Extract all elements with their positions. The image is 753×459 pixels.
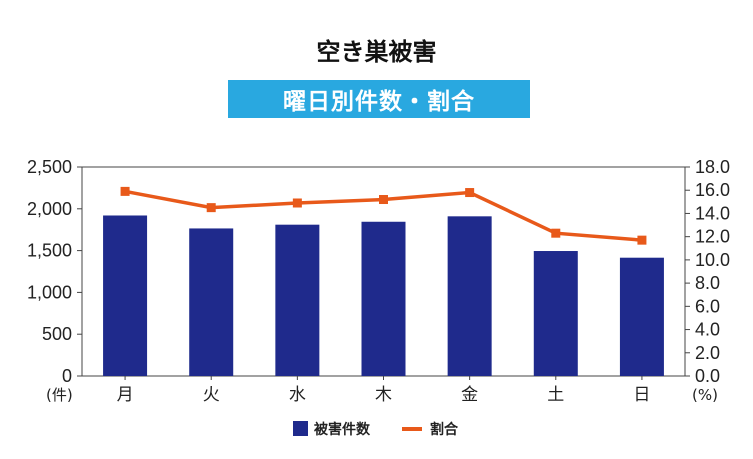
- left-axis-tick-label: 0: [62, 366, 72, 386]
- left-axis-tick-label: 500: [42, 324, 72, 344]
- right-axis-tick-label: 16.0: [695, 180, 730, 200]
- left-axis-tick-label: 2,500: [27, 157, 72, 177]
- right-axis-tick-label: 14.0: [695, 203, 730, 223]
- x-axis-category-label: 日: [633, 385, 650, 405]
- right-axis-tick-label: 4.0: [695, 320, 720, 340]
- left-axis-unit-label: (件): [46, 386, 73, 404]
- ratio-point-5: [465, 188, 475, 198]
- ratio-point-1: [120, 186, 130, 196]
- bar-5: [447, 216, 492, 376]
- bar-4: [361, 221, 406, 376]
- right-axis-tick-label: 18.0: [695, 157, 730, 177]
- left-axis-tick-label: 1,000: [27, 282, 72, 302]
- right-axis-tick-label: 10.0: [695, 250, 730, 270]
- ratio-point-3: [292, 198, 302, 208]
- x-axis-category-label: 水: [289, 385, 306, 405]
- right-axis-tick-label: 6.0: [695, 296, 720, 316]
- legend-label-bar: 被害件数: [314, 421, 371, 438]
- legend-swatch-bar: [293, 421, 308, 436]
- x-axis-category-label: 火: [203, 385, 220, 405]
- x-axis-category-label: 木: [375, 385, 392, 405]
- right-axis-tick-label: 8.0: [695, 273, 720, 293]
- right-axis-tick-label: 2.0: [695, 343, 720, 363]
- left-axis-tick-label: 2,000: [27, 199, 72, 219]
- ratio-point-2: [206, 203, 216, 213]
- bar-3: [275, 224, 320, 376]
- x-axis-category-label: 月: [117, 385, 134, 405]
- right-axis-unit-label: (%): [692, 386, 718, 404]
- bar-2: [189, 228, 234, 376]
- bar-1: [103, 215, 148, 376]
- bar-6: [533, 251, 578, 376]
- left-axis-tick-label: 1,500: [27, 241, 72, 261]
- chart-subtitle: 曜日別件数・割合: [283, 89, 475, 115]
- right-axis-tick-label: 12.0: [695, 227, 730, 247]
- x-axis-category-label: 金: [461, 385, 478, 405]
- ratio-point-7: [637, 235, 647, 245]
- ratio-point-4: [379, 195, 388, 205]
- chart-title: 空き巣被害: [316, 38, 437, 66]
- bar-7: [619, 257, 664, 376]
- ratio-point-6: [551, 228, 561, 238]
- legend-label-line: 割合: [430, 421, 459, 438]
- x-axis-category-label: 土: [547, 385, 564, 405]
- subtitle-banner: 曜日別件数・割合: [228, 80, 530, 118]
- right-axis-tick-label: 0.0: [695, 366, 720, 386]
